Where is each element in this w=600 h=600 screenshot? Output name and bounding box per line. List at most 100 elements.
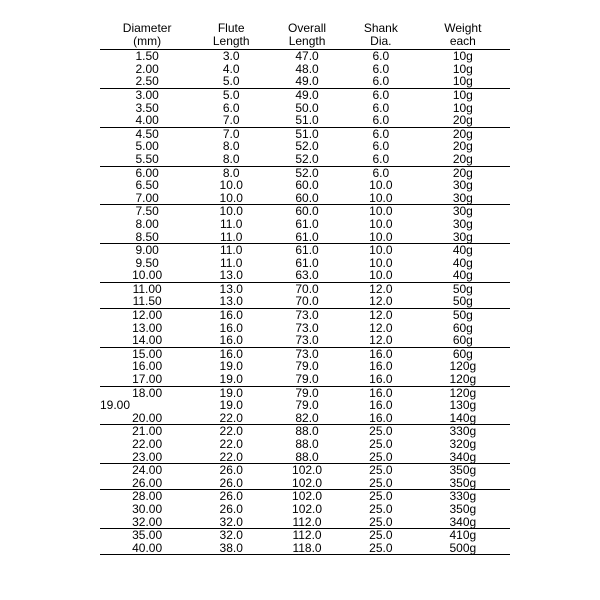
- table-cell: 50g: [416, 295, 510, 308]
- column-header-line: Weight: [420, 22, 506, 35]
- table-row: 14.0016.073.012.060g: [100, 334, 510, 347]
- table-row: 32.0032.0112.025.0340g: [100, 516, 510, 529]
- table-row: 30.0026.0102.025.0350g: [100, 503, 510, 516]
- table-cell: 350g: [416, 464, 510, 477]
- table-cell: 102.0: [268, 490, 346, 503]
- table-cell: 320g: [416, 438, 510, 451]
- table-cell: 112.0: [268, 529, 346, 542]
- table-cell: 20.00: [100, 412, 194, 425]
- table-cell: 17.00: [100, 373, 194, 386]
- table-cell: 10.0: [346, 205, 416, 218]
- table-row: 1.503.047.06.010g: [100, 50, 510, 63]
- table-cell: 40g: [416, 269, 510, 282]
- table-row: 5.508.052.06.020g: [100, 153, 510, 166]
- table-row: 8.5011.061.010.030g: [100, 231, 510, 244]
- table-row: 17.0019.079.016.0120g: [100, 373, 510, 386]
- column-header-line: Length: [198, 35, 264, 48]
- table-cell: 6.0: [346, 114, 416, 127]
- table-cell: 16.0: [346, 399, 416, 412]
- table-cell: 10.0: [346, 244, 416, 257]
- table-cell: 88.0: [268, 451, 346, 464]
- table-cell: 10.0: [346, 231, 416, 244]
- column-header-line: Length: [272, 35, 342, 48]
- table-cell: 118.0: [268, 542, 346, 555]
- table-cell: 38.0: [194, 542, 268, 555]
- table-cell: 2.50: [100, 75, 194, 88]
- table-cell: 61.0: [268, 231, 346, 244]
- table-cell: 23.00: [100, 451, 194, 464]
- table-cell: 10.0: [346, 269, 416, 282]
- column-header: ShankDia.: [346, 20, 416, 50]
- table-cell: 350g: [416, 503, 510, 516]
- table-cell: 6.0: [346, 88, 416, 101]
- table-cell: 3.0: [194, 50, 268, 63]
- table-row: 12.0016.073.012.050g: [100, 309, 510, 322]
- column-header: Diameter(mm): [100, 20, 194, 50]
- table-row: 7.5010.060.010.030g: [100, 205, 510, 218]
- table-cell: 12.00: [100, 309, 194, 322]
- table-cell: 330g: [416, 490, 510, 503]
- table-cell: 25.0: [346, 477, 416, 490]
- table-cell: 25.0: [346, 464, 416, 477]
- table-cell: 8.0: [194, 153, 268, 166]
- table-cell: 30g: [416, 218, 510, 231]
- table-cell: 25.0: [346, 451, 416, 464]
- table-cell: 30g: [416, 231, 510, 244]
- table-row: 11.5013.070.012.050g: [100, 295, 510, 308]
- column-header: OverallLength: [268, 20, 346, 50]
- table-cell: 10.0: [346, 179, 416, 192]
- table-cell: 13.0: [194, 295, 268, 308]
- table-cell: 350g: [416, 477, 510, 490]
- table-cell: 9.00: [100, 244, 194, 257]
- table-cell: 50g: [416, 309, 510, 322]
- table-cell: 47.0: [268, 50, 346, 63]
- table-row: 9.0011.061.010.040g: [100, 244, 510, 257]
- table-cell: 340g: [416, 516, 510, 529]
- table-cell: 6.0: [346, 50, 416, 63]
- table-row: 6.5010.060.010.030g: [100, 179, 510, 192]
- table-cell: 10g: [416, 88, 510, 101]
- table-row: 28.0026.0102.025.0330g: [100, 490, 510, 503]
- table-cell: 19.00: [100, 399, 194, 412]
- table-cell: 22.0: [194, 451, 268, 464]
- table-cell: 4.00: [100, 114, 194, 127]
- table-cell: 102.0: [268, 477, 346, 490]
- table-cell: 5.0: [194, 75, 268, 88]
- table-cell: 14.00: [100, 334, 194, 347]
- table-cell: 11.0: [194, 231, 268, 244]
- table-cell: 32.0: [194, 529, 268, 542]
- table-cell: 10.0: [346, 192, 416, 205]
- column-header-line: (mm): [104, 35, 190, 48]
- table-cell: 10.0: [346, 218, 416, 231]
- table-cell: 30g: [416, 205, 510, 218]
- table-cell: 79.0: [268, 373, 346, 386]
- table-cell: 79.0: [268, 399, 346, 412]
- table-cell: 60.0: [268, 179, 346, 192]
- page-container: Diameter(mm)FluteLengthOverallLengthShan…: [0, 0, 600, 600]
- table-row: 7.0010.060.010.030g: [100, 192, 510, 205]
- spec-table: Diameter(mm)FluteLengthOverallLengthShan…: [100, 20, 510, 555]
- table-row: 8.0011.061.010.030g: [100, 218, 510, 231]
- table-cell: 73.0: [268, 309, 346, 322]
- table-cell: 40.00: [100, 542, 194, 555]
- table-body: 1.503.047.06.010g2.004.048.06.010g2.505.…: [100, 50, 510, 555]
- table-cell: 500g: [416, 542, 510, 555]
- table-cell: 11.50: [100, 295, 194, 308]
- table-cell: 16.0: [346, 373, 416, 386]
- table-cell: 88.0: [268, 438, 346, 451]
- table-cell: 140g: [416, 412, 510, 425]
- table-cell: 25.0: [346, 529, 416, 542]
- table-cell: 32.00: [100, 516, 194, 529]
- table-cell: 10.00: [100, 269, 194, 282]
- table-cell: 26.0: [194, 477, 268, 490]
- table-cell: 19.0: [194, 399, 268, 412]
- table-row: 35.0032.0112.025.0410g: [100, 529, 510, 542]
- table-cell: 12.0: [346, 334, 416, 347]
- table-cell: 25.0: [346, 542, 416, 555]
- table-cell: 26.0: [194, 503, 268, 516]
- table-cell: 120g: [416, 373, 510, 386]
- table-cell: 16.0: [346, 412, 416, 425]
- table-cell: 10g: [416, 50, 510, 63]
- table-cell: 25.0: [346, 516, 416, 529]
- table-cell: 26.00: [100, 477, 194, 490]
